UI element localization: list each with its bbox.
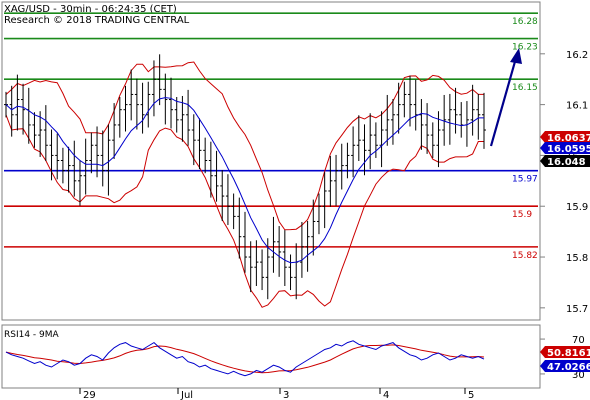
time-tick-label: 3	[283, 390, 289, 400]
moving-average	[5, 97, 484, 264]
arrow-head	[510, 48, 522, 64]
rsi-value-label-bg	[540, 360, 590, 372]
price-tick-label: 15.8	[566, 253, 588, 264]
price-panel	[1, 1, 541, 321]
value-label-bollinger: 16.0637	[547, 133, 590, 144]
rsi-tick-label: 70	[572, 335, 585, 346]
price-bars	[4, 54, 486, 300]
rsi-value-label-ma: 50.8161	[547, 348, 590, 359]
bollinger-lower	[5, 114, 484, 308]
forecast-arrow	[489, 48, 522, 147]
rsi-ma-line	[5, 344, 485, 374]
ma-line	[5, 97, 484, 264]
time-tick-label: 4	[383, 390, 389, 400]
value-label-ma: 16.0595	[547, 144, 590, 155]
time-axis: 29 Jul 3 4 5	[79, 388, 474, 400]
rsi-title: RSI14 - 9MA	[4, 330, 60, 340]
time-tick-label: Jul	[180, 390, 193, 400]
value-label-last: 16.048	[547, 157, 586, 168]
bollinger-upper	[5, 61, 484, 231]
price-tick-label: 15.9	[566, 202, 588, 213]
price-tick-label: 16.2	[566, 50, 588, 61]
level-label-0: 16.28	[512, 17, 538, 27]
rsi-value-label-bg	[540, 346, 590, 358]
value-label-bg	[540, 142, 590, 154]
rsi-line	[5, 340, 485, 377]
time-tick-label: 5	[468, 390, 474, 400]
rsi-value-label-rsi: 47.0266	[547, 362, 590, 373]
bollinger-bands	[5, 61, 484, 308]
time-tick-label: 29	[83, 390, 96, 400]
rsi-tick-label: 30	[572, 370, 585, 381]
chart-title: XAG/USD - 30min - 06:24:35 (CET)	[4, 4, 177, 15]
level-label-1: 16.23	[512, 43, 538, 53]
levels-layer: 16.28 16.23 16.15 15.97 15.9 15.82	[4, 12, 538, 261]
price-axis: 15.715.815.91616.116.216.063716.059516.0…	[540, 50, 590, 315]
value-label-bg	[540, 131, 590, 143]
level-label-3: 15.97	[512, 175, 538, 185]
price-tick-label: 16.1	[566, 101, 588, 112]
copyright-line: Research © 2018 TRADING CENTRAL	[4, 15, 190, 26]
level-label-5: 15.82	[512, 251, 538, 261]
price-tick-label: 15.7	[566, 304, 588, 315]
value-label-bg	[540, 155, 590, 167]
arrow-shaft	[489, 57, 518, 147]
rsi-lines: 70 30 50.8161 47.0266	[5, 335, 590, 381]
level-label-2: 16.15	[512, 83, 538, 93]
level-label-4: 15.9	[512, 210, 532, 220]
